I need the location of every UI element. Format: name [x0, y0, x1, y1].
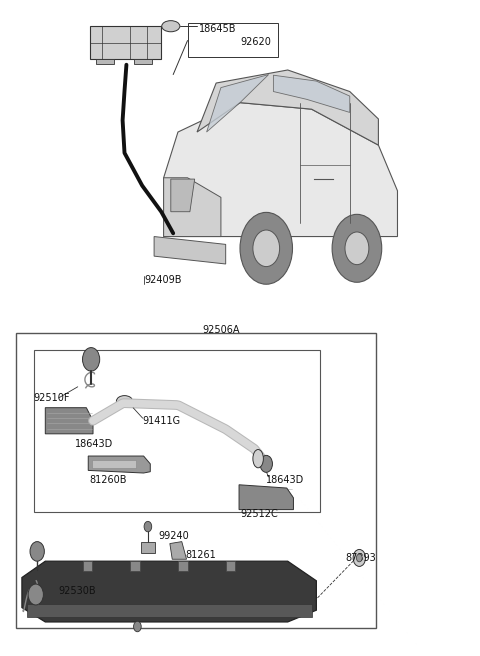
Circle shape: [260, 455, 273, 472]
Bar: [134, 59, 152, 64]
Polygon shape: [88, 456, 150, 473]
Bar: [27, 604, 312, 617]
Text: 92506A: 92506A: [202, 325, 240, 335]
Polygon shape: [164, 178, 221, 237]
Polygon shape: [90, 26, 161, 59]
Text: 92409B: 92409B: [144, 276, 182, 285]
Polygon shape: [239, 485, 293, 510]
Circle shape: [240, 213, 292, 284]
Polygon shape: [171, 179, 195, 212]
Circle shape: [332, 215, 382, 282]
Text: 92620: 92620: [240, 37, 271, 47]
Ellipse shape: [116, 396, 132, 407]
Bar: [34, 350, 320, 512]
Circle shape: [28, 584, 43, 605]
Bar: [16, 333, 376, 628]
Polygon shape: [45, 407, 93, 434]
Polygon shape: [141, 542, 155, 554]
Circle shape: [253, 230, 280, 266]
Text: 87393: 87393: [345, 553, 376, 563]
Circle shape: [357, 554, 362, 562]
Text: 99240: 99240: [159, 531, 190, 541]
Text: 81261: 81261: [185, 550, 216, 560]
Text: 92510F: 92510F: [34, 393, 71, 403]
Bar: [178, 560, 188, 571]
Text: 18643D: 18643D: [266, 474, 304, 485]
Circle shape: [144, 522, 152, 532]
Text: 18643D: 18643D: [75, 439, 114, 449]
Polygon shape: [154, 237, 226, 264]
Bar: [188, 23, 278, 57]
Circle shape: [353, 550, 365, 566]
Bar: [96, 59, 114, 64]
Polygon shape: [206, 75, 269, 132]
Circle shape: [83, 348, 100, 371]
Bar: [130, 560, 140, 571]
Text: 92512C: 92512C: [240, 509, 278, 519]
Polygon shape: [170, 542, 187, 560]
Text: 81260B: 81260B: [90, 474, 127, 485]
Bar: [83, 560, 92, 571]
Ellipse shape: [162, 20, 180, 31]
Circle shape: [30, 542, 44, 561]
Text: 92530B: 92530B: [59, 586, 96, 596]
Circle shape: [345, 232, 369, 264]
Circle shape: [133, 621, 141, 632]
Polygon shape: [22, 561, 316, 622]
Polygon shape: [164, 102, 397, 237]
Bar: [226, 560, 235, 571]
Text: 91411G: 91411G: [142, 416, 180, 426]
Text: 18645B: 18645B: [199, 24, 237, 34]
Bar: [92, 460, 136, 468]
Ellipse shape: [253, 449, 264, 468]
Polygon shape: [197, 70, 378, 145]
Polygon shape: [274, 75, 350, 112]
